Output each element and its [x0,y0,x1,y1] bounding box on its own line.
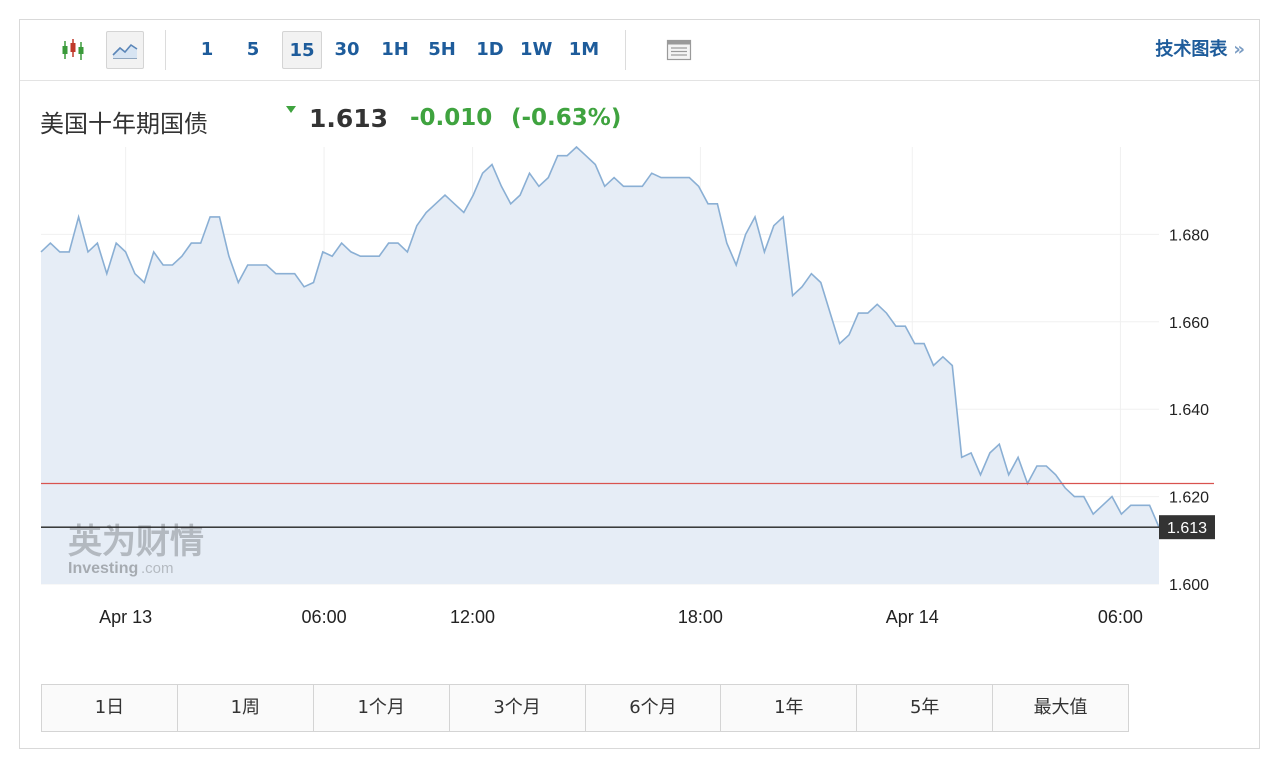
watermark-logo-cn: 英为财情 [68,522,204,562]
tech-chart-label: 技术图表 [1155,39,1228,60]
candlestick-icon[interactable] [54,31,92,69]
range-button[interactable]: 1个月 [313,685,450,731]
x-tick-label: 06:00 [1098,607,1143,627]
y-tick-label: 1.680 [1169,227,1209,244]
range-button[interactable]: 1年 [721,685,858,731]
current-price-box [1159,515,1215,540]
range-button[interactable]: 3个月 [449,685,586,731]
price-line[interactable] [40,145,1160,528]
current-price-label: 1.613 [1167,520,1207,537]
price-change: -0.010 [410,105,493,131]
timeframe-1m[interactable]: 1M [568,39,600,60]
range-button[interactable]: 5年 [857,685,994,731]
tech-chart-link[interactable]: 技术图表» [1155,31,1245,69]
double-chevron-right-icon: » [1233,39,1245,60]
y-tick-label: 1.660 [1169,315,1209,332]
price-area [41,147,1159,584]
range-button[interactable]: 最大值 [993,685,1128,731]
table-icon[interactable] [660,31,698,69]
range-button[interactable]: 1周 [177,685,314,731]
toolbar-divider [165,30,166,70]
timeframe-5[interactable]: 5 [246,39,260,60]
timeframe-1d[interactable]: 1D [476,39,504,60]
timeframe-1w[interactable]: 1W [520,39,553,60]
range-button[interactable]: 6个月 [585,685,722,731]
timeframe-5h[interactable]: 5H [428,39,456,60]
watermark-logo-suffix: .com [141,560,174,577]
line-chart-icon[interactable] [106,31,144,69]
y-tick-label: 1.620 [1169,490,1209,507]
watermark-logo-en: Investing [68,560,138,577]
y-tick-label: 1.640 [1169,402,1209,419]
range-button[interactable]: 1日 [42,685,178,731]
x-tick-label: 12:00 [450,607,495,627]
x-tick-label: Apr 14 [886,607,939,627]
last-price: 1.613 [309,104,389,133]
x-tick-label: 06:00 [302,607,347,627]
instrument-name: 美国十年期国债 [40,110,208,138]
down-arrow-icon [286,106,296,113]
timeframe-15[interactable]: 15 [282,31,322,69]
x-tick-label: 18:00 [678,607,723,627]
x-tick-label: Apr 13 [99,607,152,627]
timeframe-30[interactable]: 30 [334,39,360,60]
chart-widget: 1 5 15 30 1H 5H 1D 1W 1M 技术图表» 美国十年期国债 1.613 -0.… [19,19,1260,749]
y-tick-label: 1.600 [1169,577,1209,594]
timeframe-1[interactable]: 1 [200,39,214,60]
toolbar-divider [625,30,626,70]
chart-toolbar: 1 5 15 30 1H 5H 1D 1W 1M 技术图表» [20,20,1259,81]
timeframe-1h[interactable]: 1H [381,39,409,60]
price-change-percent: (-0.63%) [511,105,622,131]
range-selector: 1日 1周 1个月 3个月 6个月 1年 5年 最大值 [41,684,1129,732]
